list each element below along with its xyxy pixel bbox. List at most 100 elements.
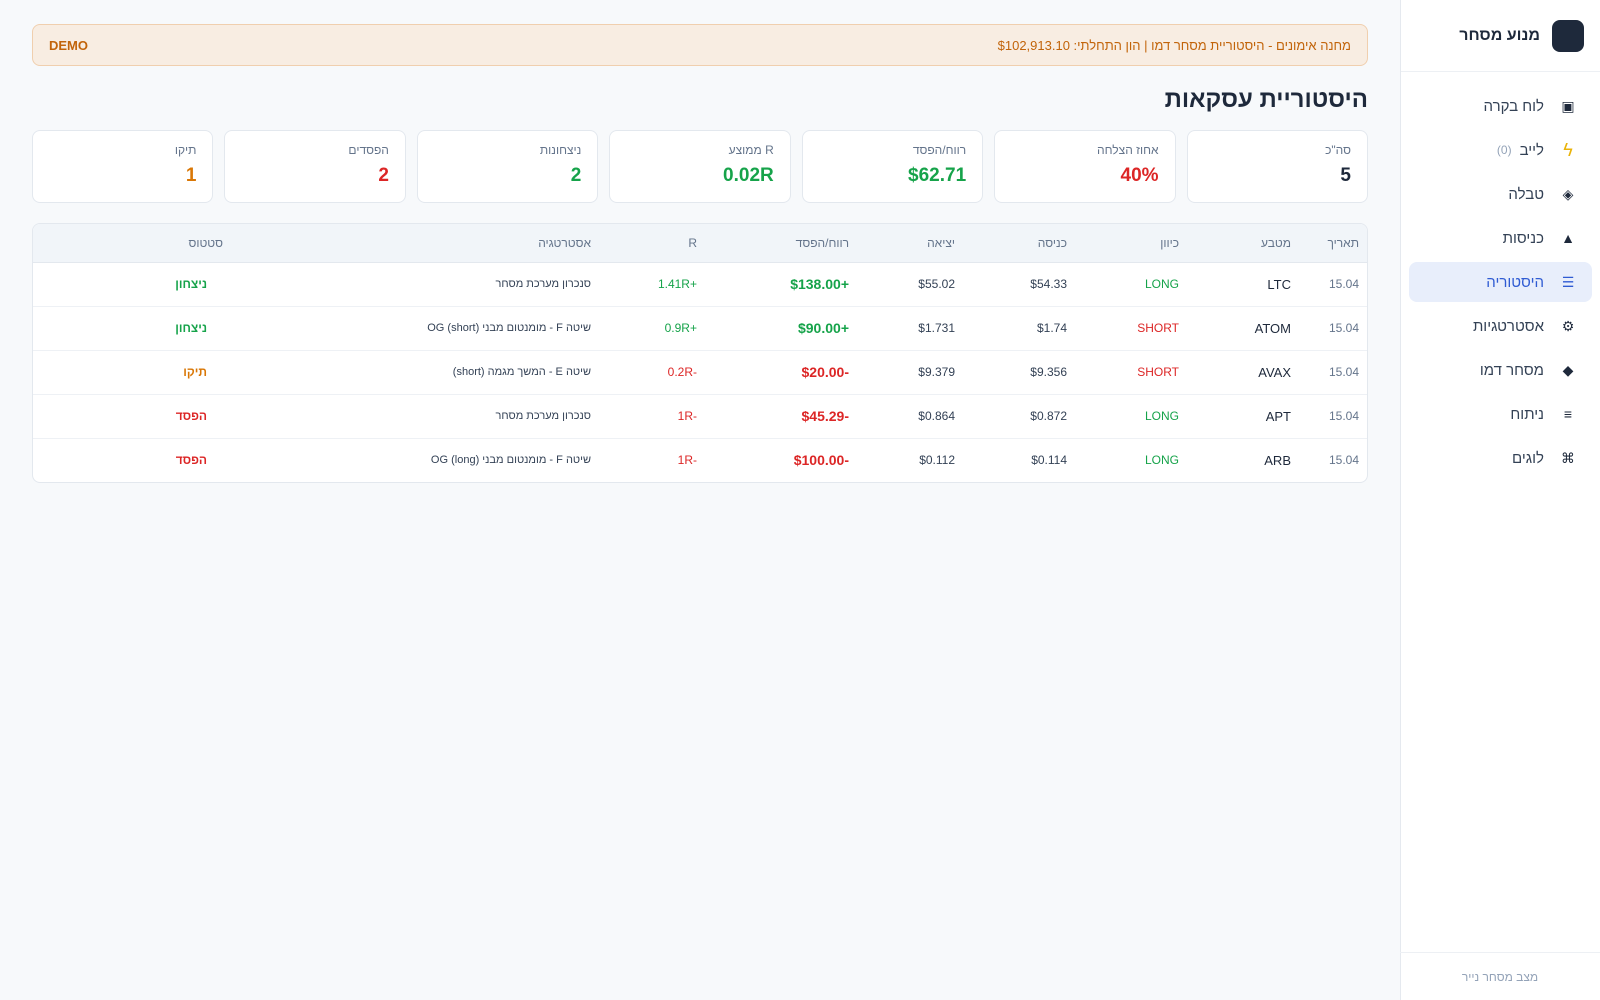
header-coin[interactable]: מטבע	[1187, 224, 1299, 263]
stats-row: סה"כ 5 אחוז הצלחה 40% רווח/הפסד $62.71 R ממוצע…	[32, 130, 1368, 203]
table-header-row: תאריך מטבע כיוון כניסה יציאה רווח/הפסד R…	[33, 224, 1367, 263]
stat-card: תיקו 1	[32, 130, 214, 203]
lightning-icon: ϟ	[1563, 139, 1573, 160]
sidebar-item[interactable]: ϟ לייב (0)	[1409, 130, 1592, 170]
trade-date: 15.04	[1328, 453, 1359, 468]
stat-card: סה"כ 5	[1186, 130, 1368, 203]
sidebar-item[interactable]: ⚙ אסטרטגיות	[1409, 306, 1592, 346]
sidebar-item-label: היסטוריה	[1486, 273, 1544, 291]
triangle-icon: ▲	[1561, 230, 1575, 246]
logo-icon	[1552, 19, 1584, 52]
banner-text: מחנה אימונים - היסטוריית מסחר דמו | הון …	[997, 37, 1351, 53]
header-date[interactable]: תאריך	[1299, 224, 1367, 263]
live-count-badge: (0)	[1496, 143, 1512, 157]
header-strategy[interactable]: אסטרטגיה	[231, 224, 599, 263]
gear-icon: ⚙	[1561, 317, 1575, 334]
stat-value: 40%	[1120, 165, 1159, 186]
sidebar: מנוע מסחר ▣ לוח בקרה ϟ לייב (0) ◈ טבלה ▲ כניסות ☰…	[1400, 0, 1600, 1000]
header-r[interactable]: R	[599, 224, 705, 263]
table-row[interactable]: 15.04 APT LONG $0.872 $0.864 -$45.29 -1R סנכרון…	[33, 394, 1367, 439]
trade-direction: LONG	[1075, 394, 1187, 439]
diamond-icon: ◆	[1562, 361, 1574, 378]
trade-exit: $1.731	[857, 306, 963, 351]
trade-strategy: שיטה F - מומנטום מבני (short) OG	[231, 306, 599, 351]
sidebar-item-label: כניסות	[1502, 229, 1544, 247]
trade-direction: LONG	[1144, 453, 1179, 468]
header-entry[interactable]: כניסה	[963, 224, 1075, 263]
brand-name: מנוע מסחר	[1459, 26, 1540, 44]
stat-label: סה"כ	[1325, 143, 1351, 157]
sidebar-item-label: לוגים	[1512, 449, 1544, 467]
trade-coin: LTC	[1187, 262, 1299, 307]
sidebar-item[interactable]: ☰ היסטוריה	[1409, 262, 1592, 302]
table-row[interactable]: 15.04 LTC LONG $54.33 $55.02 +$138.00 +1.41R סנ…	[33, 262, 1367, 307]
trade-status: הפסד	[33, 394, 231, 439]
sidebar-item-label: לייב	[1519, 141, 1544, 159]
command-icon: ⌘	[1561, 449, 1575, 466]
trade-pnl: -$20.00	[705, 350, 857, 395]
sidebar-item-label: ניתוח	[1510, 405, 1544, 423]
trade-exit: $9.379	[857, 350, 963, 395]
trade-strategy: סנכרון מערכת מסחר	[231, 394, 599, 439]
history-icon: ☰	[1561, 273, 1575, 290]
header-pnl[interactable]: רווח/הפסד	[705, 224, 857, 263]
trade-pnl: +$90.00	[705, 306, 857, 351]
stat-value: $62.71	[908, 165, 967, 186]
stat-value: 2	[378, 165, 389, 186]
demo-badge: DEMO	[49, 37, 88, 53]
page-title: היסטוריית עסקאות	[1164, 86, 1368, 113]
trade-r: -1R	[599, 394, 705, 439]
sidebar-item-label: טבלה	[1508, 185, 1544, 203]
table-icon: ◈	[1562, 185, 1574, 202]
trade-direction: LONG	[1075, 262, 1187, 307]
trade-entry: $0.114	[1031, 453, 1067, 468]
trade-r: -1R	[677, 453, 697, 468]
trade-strategy: שיטה F - מומנטום מבני (long) OG	[430, 454, 591, 467]
trade-strategy: שיטה E - המשך מגמה (short)	[231, 350, 599, 395]
trade-date: 15.04	[1299, 394, 1367, 439]
trade-date: 15.04	[1299, 262, 1367, 307]
trade-entry: $1.74	[963, 306, 1075, 351]
stat-value: 5	[1340, 165, 1351, 186]
trade-pnl: -$100.00	[793, 452, 849, 469]
sidebar-item-label: אסטרטגיות	[1472, 317, 1544, 335]
stat-card: אחוז הצלחה 40%	[994, 130, 1176, 203]
stat-card: הפסדים 2	[224, 130, 406, 203]
sidebar-item[interactable]: ◆ מסחר דמו	[1409, 350, 1592, 390]
trade-status: ניצחון	[33, 306, 231, 351]
sidebar-item[interactable]: ▣ לוח בקרה	[1409, 86, 1592, 126]
trade-entry: $0.872	[963, 394, 1075, 439]
trade-r: +1.41R	[599, 262, 705, 307]
trade-pnl: +$138.00	[705, 262, 857, 307]
sidebar-item[interactable]: ▲ כניסות	[1409, 218, 1592, 258]
header-direction[interactable]: כיוון	[1075, 224, 1187, 263]
stat-value: 1	[185, 165, 197, 186]
demo-banner: מחנה אימונים - היסטוריית מסחר דמו | הון …	[32, 24, 1368, 66]
trade-exit: $0.864	[857, 394, 963, 439]
table-row[interactable]: 15.04 ARB LONG $0.114 $0.112 -$100.00 -1R שיטה …	[33, 438, 1367, 482]
stat-card: ניצחונות 2	[416, 130, 599, 203]
trade-date: 15.04	[1299, 350, 1367, 395]
trade-coin: AVAX	[1187, 350, 1299, 395]
trade-pnl: -$45.29	[705, 394, 857, 439]
sidebar-nav: ▣ לוח בקרה ϟ לייב (0) ◈ טבלה ▲ כניסות ☰ היסטוריה ⚙ א…	[1401, 72, 1600, 496]
header-exit[interactable]: יציאה	[857, 224, 963, 263]
header-status[interactable]: סטטוס	[33, 224, 231, 263]
stat-label: רווח/הפסד	[912, 143, 967, 157]
trade-exit: $55.02	[857, 262, 963, 307]
sidebar-item[interactable]: ≡ ניתוח	[1409, 394, 1592, 434]
trades-table: תאריך מטבע כיוון כניסה יציאה רווח/הפסד R…	[32, 223, 1368, 483]
main-content: מחנה אימונים - היסטוריית מסחר דמו | הון …	[32, 0, 1368, 483]
stat-label: ניצחונות	[539, 143, 582, 157]
table-row[interactable]: 15.04 AVAX SHORT $9.356 $9.379 -$20.00 -0.2R שי…	[33, 350, 1367, 395]
trade-r: +0.9R	[599, 306, 705, 351]
table-row[interactable]: 15.04 ATOM SHORT $1.74 $1.731 +$90.00 +0.9R שיט…	[33, 306, 1367, 351]
sidebar-item[interactable]: ◈ טבלה	[1409, 174, 1592, 214]
trade-status: הפסד	[175, 453, 207, 468]
brand: מנוע מסחר	[1401, 0, 1600, 72]
sidebar-item[interactable]: ⌘ לוגים	[1409, 438, 1592, 478]
trade-status: תיקו	[33, 350, 231, 395]
paper-mode-label: מצב מסחר נייר	[1400, 952, 1600, 1000]
trade-strategy: סנכרון מערכת מסחר	[231, 262, 599, 307]
